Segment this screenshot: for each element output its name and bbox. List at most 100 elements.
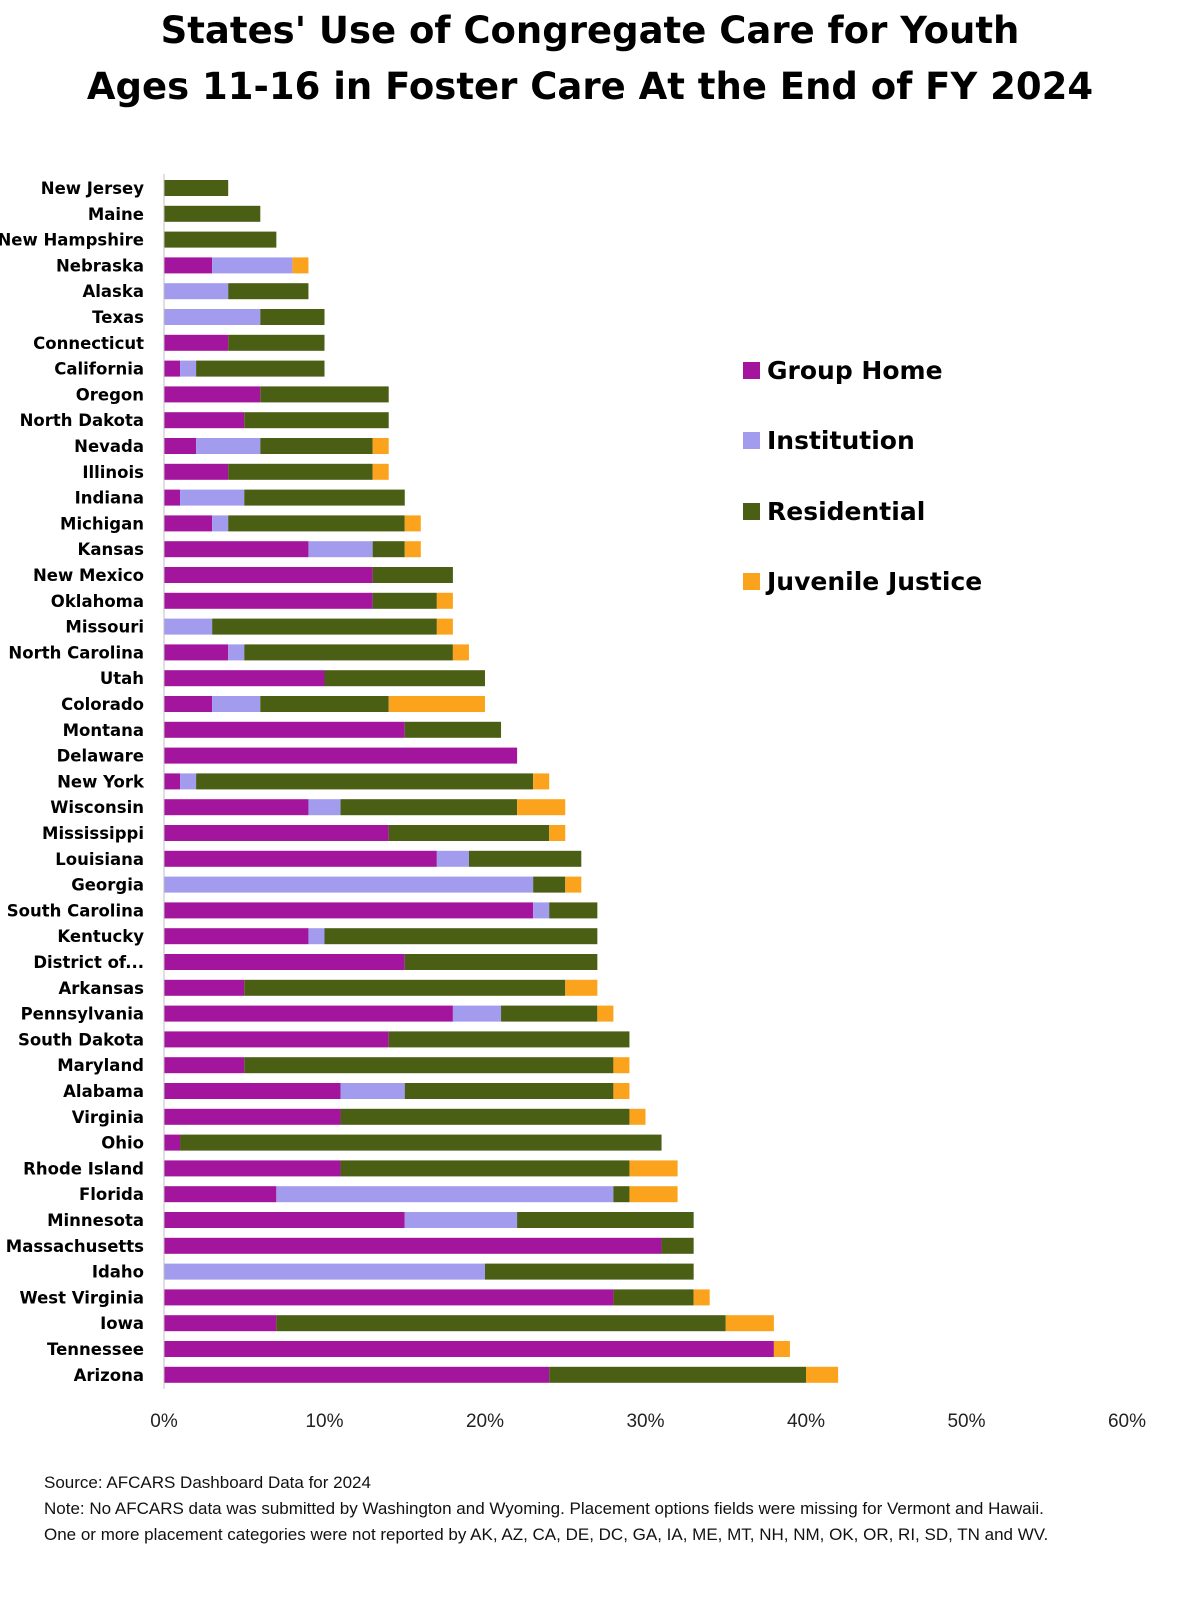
- bar-new-york-juvenile-justice: [533, 773, 550, 790]
- category-label-north-carolina: North Carolina: [8, 643, 144, 662]
- category-label-new-mexico: New Mexico: [33, 566, 144, 585]
- category-label-indiana: Indiana: [75, 489, 144, 508]
- bar-georgia-juvenile-justice: [565, 876, 582, 893]
- x-axis-tick-labels: 0% 10% 20% 30% 40% 50% 60%: [150, 1411, 1146, 1432]
- bar-pennsylvania-group-home: [164, 1005, 453, 1022]
- bar-iowa-juvenile-justice: [725, 1315, 774, 1332]
- category-label-rhode-island: Rhode Island: [23, 1159, 144, 1178]
- category-label-alaska: Alaska: [83, 282, 145, 301]
- bar-arizona-juvenile-justice: [806, 1366, 839, 1383]
- bar-nevada-group-home: [164, 438, 197, 454]
- legend-swatch-institution: [743, 432, 760, 449]
- bar-alabama-residential: [404, 1083, 614, 1099]
- bar-oregon-group-home: [164, 386, 261, 403]
- bar-iowa-group-home: [164, 1315, 277, 1332]
- category-label-connecticut: Connecticut: [33, 334, 144, 353]
- bar-rhode-island-group-home: [164, 1160, 341, 1177]
- x-tick-label-60pct: 60%: [1108, 1411, 1146, 1432]
- category-label-district-of: District of...: [33, 953, 144, 972]
- bar-west-virginia-group-home: [164, 1289, 614, 1306]
- bar-michigan-residential: [228, 515, 405, 532]
- category-label-pennsylvania: Pennsylvania: [21, 1005, 144, 1024]
- bar-nebraska-juvenile-justice: [292, 257, 309, 274]
- category-label-mississippi: Mississippi: [42, 824, 144, 843]
- legend-label-institution: Institution: [767, 426, 915, 455]
- bar-pennsylvania-juvenile-justice: [597, 1005, 614, 1022]
- category-label-minnesota: Minnesota: [47, 1211, 144, 1230]
- category-label-idaho: Idaho: [92, 1263, 144, 1282]
- x-tick-label-20pct: 20%: [466, 1411, 504, 1432]
- category-label-new-jersey: New Jersey: [41, 179, 144, 198]
- bar-louisiana-group-home: [164, 850, 437, 867]
- bar-ohio-group-home: [164, 1134, 181, 1151]
- bar-iowa-residential: [276, 1315, 726, 1332]
- category-label-nebraska: Nebraska: [56, 256, 144, 275]
- bar-utah-residential: [324, 670, 485, 687]
- x-tick-label-50pct: 50%: [947, 1411, 985, 1432]
- category-label-arkansas: Arkansas: [58, 979, 144, 998]
- bar-wisconsin-residential: [340, 799, 518, 816]
- bar-oklahoma-residential: [372, 592, 437, 609]
- bar-district-of-group-home: [164, 954, 405, 970]
- bar-idaho-residential: [485, 1263, 694, 1280]
- bar-virginia-residential: [340, 1108, 630, 1125]
- category-label-alabama: Alabama: [63, 1082, 144, 1101]
- bar-virginia-group-home: [164, 1108, 341, 1125]
- bar-new-jersey-residential: [164, 180, 229, 196]
- bar-indiana-group-home: [164, 489, 181, 506]
- bar-wisconsin-group-home: [164, 799, 309, 816]
- bar-pennsylvania-institution: [452, 1005, 502, 1022]
- bar-south-carolina-group-home: [164, 902, 534, 919]
- bar-minnesota-group-home: [164, 1212, 405, 1228]
- bar-delaware-group-home: [164, 747, 518, 764]
- category-label-iowa: Iowa: [100, 1314, 144, 1333]
- category-labels: New Jersey Maine New Hampshire Nebraska Alas…: [0, 179, 145, 1385]
- bar-utah-group-home: [164, 670, 325, 687]
- bar-arkansas-group-home: [164, 979, 245, 996]
- bar-missouri-institution: [164, 618, 213, 635]
- note-line-2: One or more placement categories were no…: [44, 1525, 1049, 1544]
- category-label-oklahoma: Oklahoma: [51, 592, 144, 611]
- bar-tennessee-group-home: [164, 1341, 774, 1357]
- bar-north-carolina-juvenile-justice: [452, 644, 469, 661]
- category-label-michigan: Michigan: [60, 514, 144, 533]
- bar-kansas-institution: [308, 541, 373, 558]
- bar-connecticut-group-home: [164, 334, 229, 351]
- bar-arizona-group-home: [164, 1366, 550, 1383]
- category-label-colorado: Colorado: [61, 695, 144, 714]
- category-label-montana: Montana: [63, 721, 144, 740]
- bar-mississippi-residential: [388, 825, 550, 841]
- bar-florida-residential: [613, 1186, 630, 1203]
- category-label-north-dakota: North Dakota: [20, 411, 144, 430]
- bar-illinois-juvenile-justice: [372, 463, 389, 480]
- bar-new-hampshire-residential: [164, 231, 277, 248]
- category-label-california: California: [54, 360, 144, 379]
- x-tick-label-30pct: 30%: [626, 1411, 664, 1432]
- category-label-kansas: Kansas: [78, 540, 145, 559]
- bar-district-of-residential: [404, 954, 598, 970]
- bar-new-york-group-home: [164, 773, 181, 790]
- category-label-tennessee: Tennessee: [47, 1340, 144, 1359]
- bar-indiana-institution: [180, 489, 245, 506]
- category-label-georgia: Georgia: [71, 876, 144, 895]
- bar-rhode-island-juvenile-justice: [629, 1160, 678, 1177]
- bar-connecticut-residential: [228, 334, 325, 351]
- bar-south-carolina-residential: [549, 902, 598, 919]
- x-tick-label-10pct: 10%: [305, 1411, 343, 1432]
- bar-kansas-juvenile-justice: [404, 541, 421, 558]
- category-label-west-virginia: West Virginia: [19, 1288, 144, 1307]
- chart-title-line-1: States' Use of Congregate Care for Youth: [160, 9, 1020, 52]
- bar-alaska-institution: [164, 283, 229, 300]
- category-label-south-carolina: South Carolina: [7, 901, 144, 920]
- bar-georgia-institution: [164, 876, 534, 893]
- category-label-arizona: Arizona: [74, 1366, 144, 1385]
- category-label-missouri: Missouri: [65, 618, 144, 637]
- category-label-new-hampshire: New Hampshire: [0, 231, 144, 250]
- bar-california-institution: [180, 360, 197, 377]
- bar-ohio-residential: [180, 1134, 662, 1151]
- bar-illinois-residential: [228, 463, 373, 480]
- bar-florida-institution: [276, 1186, 614, 1203]
- bar-north-carolina-residential: [244, 644, 453, 661]
- bar-west-virginia-juvenile-justice: [693, 1289, 710, 1306]
- chart-title-line-2: Ages 11-16 in Foster Care At the End of …: [86, 65, 1094, 108]
